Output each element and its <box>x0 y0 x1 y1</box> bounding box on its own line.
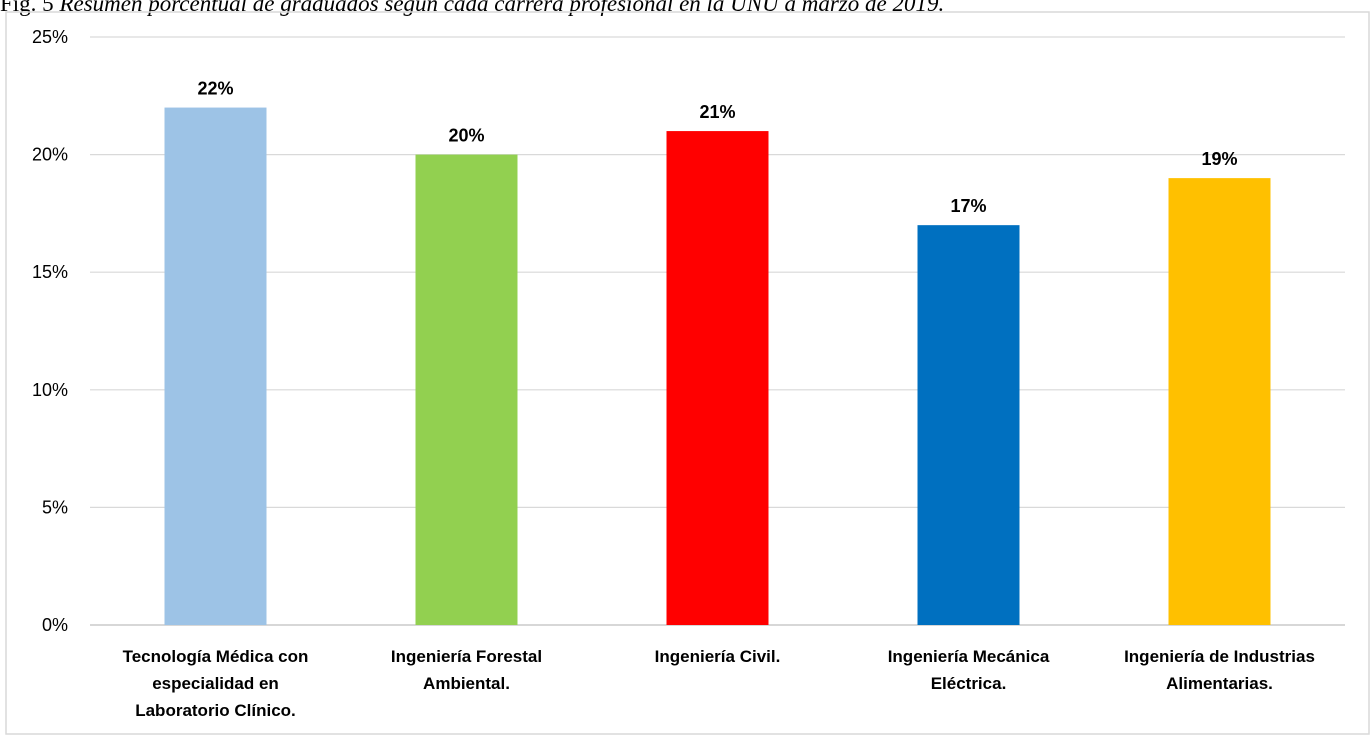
bar <box>415 154 518 625</box>
bars <box>164 107 1271 625</box>
data-label: 22% <box>197 79 233 99</box>
bar <box>666 131 769 625</box>
y-tick-label: 20% <box>32 145 68 165</box>
y-tick-label: 15% <box>32 262 68 282</box>
data-label: 17% <box>950 196 986 216</box>
bar <box>917 225 1020 625</box>
data-labels: 22% 20% 21% 17% 19% <box>197 79 1237 217</box>
x-tick-label: Ingeniería Mecánica Eléctrica. <box>888 647 1050 693</box>
data-label: 21% <box>699 102 735 122</box>
y-tick-label: 10% <box>32 380 68 400</box>
y-tick-label: 25% <box>32 27 68 47</box>
y-tick-label: 0% <box>42 615 68 635</box>
x-tick-label: Ingeniería de Industrias Alimentarias. <box>1124 647 1315 693</box>
x-tick-label: Ingeniería Forestal Ambiental. <box>391 647 542 693</box>
data-label: 19% <box>1201 149 1237 169</box>
x-tick-label: Ingeniería Civil. <box>655 647 781 666</box>
x-tick-label: Tecnología Médica con especialidad en Labo… <box>123 647 309 720</box>
data-label: 20% <box>448 126 484 146</box>
bar <box>1168 178 1271 625</box>
y-tick-label: 5% <box>42 497 68 517</box>
bar <box>164 107 267 625</box>
y-axis: 0% 5% 10% 15% 20% 25% <box>32 27 68 635</box>
chart-border <box>5 11 1370 735</box>
x-axis: Tecnología Médica con especialidad en Labo… <box>123 647 1315 720</box>
